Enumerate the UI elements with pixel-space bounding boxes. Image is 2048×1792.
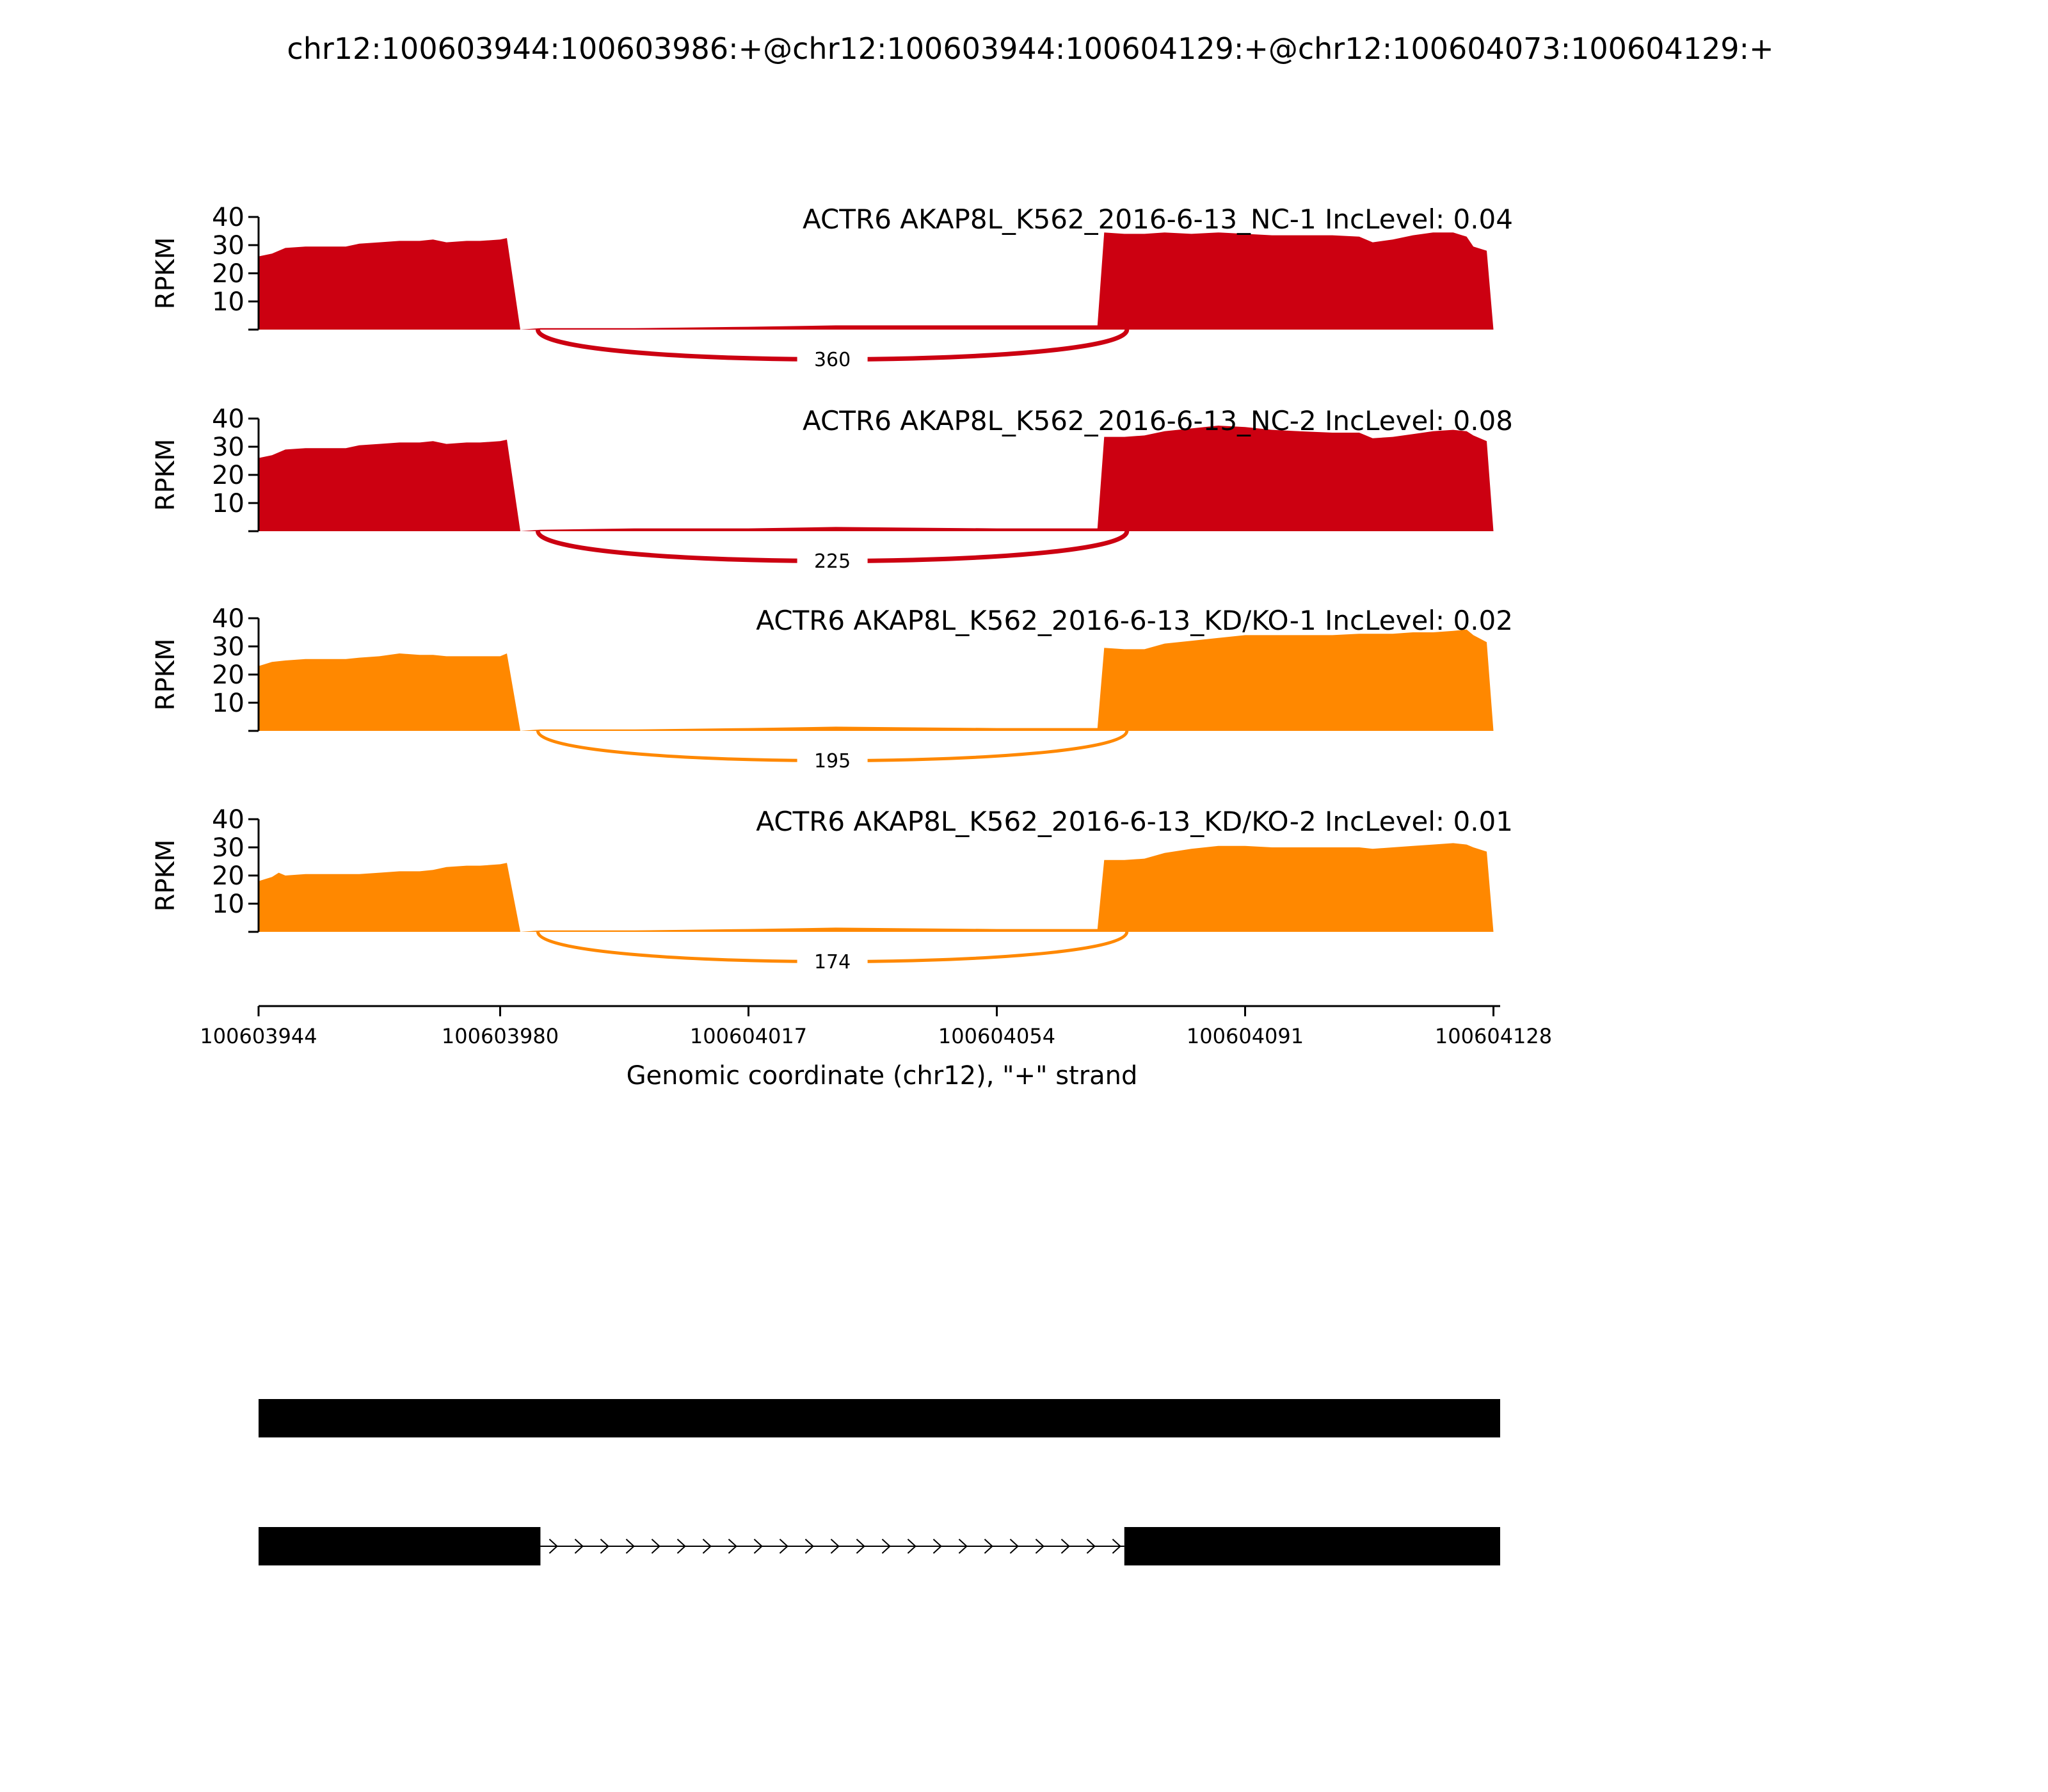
strand-arrow bbox=[1035, 1539, 1044, 1554]
isoform-model bbox=[259, 1527, 1500, 1565]
isoform-model bbox=[259, 1399, 1500, 1437]
y-tick-label: 10 bbox=[212, 689, 244, 718]
junction-label-bg bbox=[797, 346, 868, 372]
strand-arrow bbox=[676, 1539, 686, 1554]
strand-arrow bbox=[728, 1539, 737, 1554]
strand-arrow bbox=[958, 1539, 968, 1554]
x-tick-label: 100604017 bbox=[690, 1024, 807, 1048]
strand-arrow bbox=[1060, 1539, 1070, 1554]
strand-arrow bbox=[932, 1539, 942, 1554]
junction-label-bg bbox=[797, 948, 868, 974]
strand-arrow bbox=[702, 1539, 712, 1554]
coverage-area bbox=[259, 843, 1494, 932]
junction-label-bg bbox=[797, 748, 868, 773]
sample-label: ACTR6 AKAP8L_K562_2016-6-13_NC-2 IncLeve… bbox=[803, 405, 1513, 436]
strand-arrow bbox=[907, 1539, 916, 1554]
x-axis-label: Genomic coordinate (chr12), "+" strand bbox=[627, 1061, 1138, 1091]
y-tick-label: 30 bbox=[212, 632, 244, 662]
figure-title: chr12:100603944:100603986:+@chr12:100603… bbox=[287, 31, 1773, 66]
strand-arrow bbox=[625, 1539, 635, 1554]
junction-count-label: 360 bbox=[814, 349, 851, 371]
y-tick-label: 10 bbox=[212, 287, 244, 317]
junction-count-label: 225 bbox=[814, 550, 851, 573]
x-tick-label: 100604128 bbox=[1435, 1024, 1552, 1048]
x-tick-label: 100603980 bbox=[442, 1024, 559, 1048]
strand-arrow bbox=[600, 1539, 609, 1554]
strand-arrow bbox=[651, 1539, 660, 1554]
strand-arrow bbox=[1112, 1539, 1121, 1554]
y-tick-label: 10 bbox=[212, 489, 244, 518]
coverage-area bbox=[259, 629, 1494, 731]
strand-arrow bbox=[753, 1539, 763, 1554]
strand-arrow bbox=[574, 1539, 584, 1554]
x-tick-label: 100604091 bbox=[1187, 1024, 1304, 1048]
sample-label: ACTR6 AKAP8L_K562_2016-6-13_KD/KO-1 IncL… bbox=[756, 605, 1513, 636]
sample-label: ACTR6 AKAP8L_K562_2016-6-13_NC-1 IncLeve… bbox=[803, 204, 1513, 235]
strand-arrow bbox=[1009, 1539, 1019, 1554]
y-axis-label: RPKM bbox=[151, 237, 180, 310]
strand-arrow bbox=[779, 1539, 788, 1554]
coverage-area bbox=[259, 232, 1494, 330]
exon-block bbox=[1124, 1527, 1500, 1565]
y-tick-label: 10 bbox=[212, 890, 244, 919]
strand-arrow bbox=[856, 1539, 865, 1554]
coverage-area bbox=[259, 426, 1494, 531]
junction-count-label: 174 bbox=[814, 951, 851, 973]
y-tick-label: 20 bbox=[212, 660, 244, 690]
strand-arrow bbox=[804, 1539, 814, 1554]
y-tick-label: 30 bbox=[212, 833, 244, 863]
y-tick-label: 40 bbox=[212, 404, 244, 434]
y-tick-label: 30 bbox=[212, 433, 244, 462]
strand-arrow bbox=[830, 1539, 840, 1554]
y-axis-label: RPKM bbox=[151, 840, 180, 912]
y-tick-label: 40 bbox=[212, 604, 244, 634]
strand-arrow bbox=[984, 1539, 993, 1554]
strand-arrow bbox=[881, 1539, 891, 1554]
y-tick-label: 30 bbox=[212, 231, 244, 260]
y-axis-label: RPKM bbox=[151, 639, 180, 711]
y-tick-label: 40 bbox=[212, 805, 244, 835]
y-tick-label: 20 bbox=[212, 259, 244, 289]
y-tick-label: 20 bbox=[212, 861, 244, 891]
y-tick-label: 20 bbox=[212, 461, 244, 490]
x-axis: 100603944 100603980 100604017 100604054 1006… bbox=[200, 1005, 1552, 1048]
y-axis-label: RPKM bbox=[151, 439, 180, 511]
x-tick-label: 100604054 bbox=[938, 1024, 1055, 1048]
strand-arrow bbox=[1086, 1539, 1096, 1554]
junction-count-label: 195 bbox=[814, 750, 851, 772]
sample-label: ACTR6 AKAP8L_K562_2016-6-13_KD/KO-2 IncL… bbox=[756, 806, 1513, 837]
junction-label-bg bbox=[797, 548, 868, 573]
y-tick-label: 40 bbox=[212, 203, 244, 232]
exon-block bbox=[259, 1527, 541, 1565]
exon-block bbox=[259, 1399, 1500, 1437]
gene-model-track bbox=[259, 1399, 1500, 1565]
strand-arrow bbox=[548, 1539, 558, 1554]
x-tick-label: 100603944 bbox=[200, 1024, 317, 1048]
